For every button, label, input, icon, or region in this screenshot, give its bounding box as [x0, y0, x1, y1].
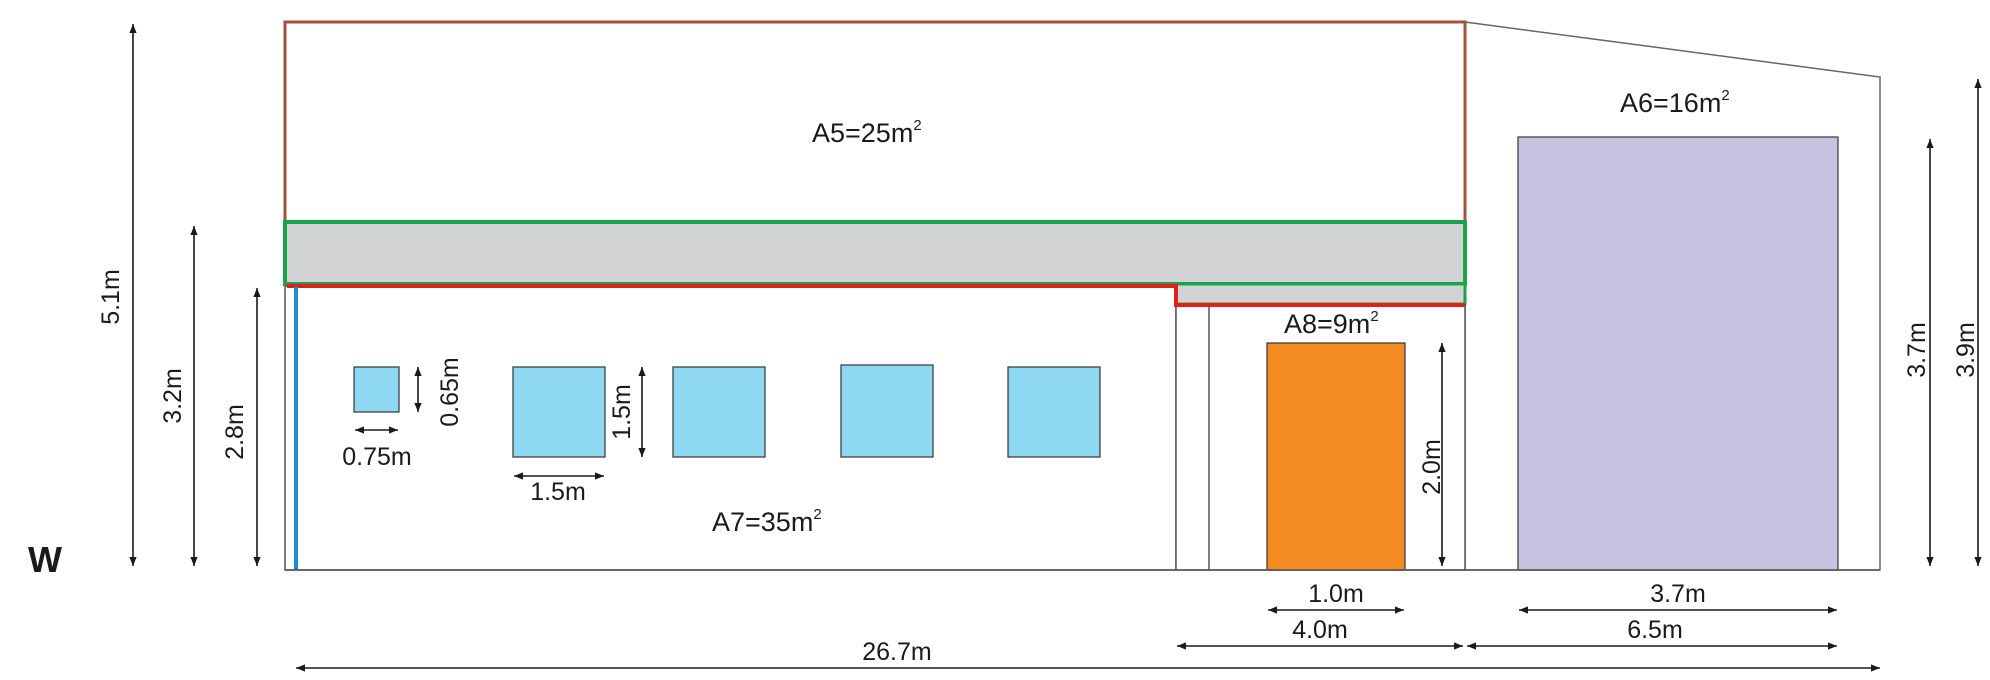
area-unit-a6: 2	[1721, 87, 1729, 104]
area-label-a7: A7=35m2	[712, 506, 822, 537]
area-label-a6: A6=16m2	[1620, 87, 1730, 118]
window-4	[1007, 366, 1101, 458]
dim-label-total: 26.7m	[862, 638, 931, 666]
dim-label-3-7: 3.7m	[1903, 322, 1931, 378]
dim-label-seg-right: 6.5m	[1627, 616, 1683, 644]
garage-door-a6	[1517, 136, 1839, 571]
window-2	[672, 366, 766, 458]
door-a8	[1266, 342, 1406, 571]
area-unit-a8: 2	[1370, 308, 1378, 325]
window-small	[353, 366, 400, 413]
area-unit-a5: 2	[913, 117, 921, 134]
window-3	[840, 364, 934, 458]
area-label-a8: A8=9m2	[1284, 308, 1379, 339]
area-unit-a7: 2	[813, 506, 821, 523]
dim-label-door-w: 1.0m	[1308, 580, 1364, 608]
grey-band-lower-step	[1174, 282, 1467, 306]
upper-wall-a5	[283, 20, 1467, 224]
eave-red-line	[287, 284, 1465, 307]
dim-label-win-large-h: 1.5m	[608, 384, 636, 440]
side-label-w: W	[28, 539, 62, 580]
dim-label-win-large-w: 1.5m	[530, 478, 586, 506]
dim-label-door-h: 2.0m	[1418, 439, 1446, 495]
dim-label-5-1: 5.1m	[97, 269, 125, 325]
dim-label-seg-mid: 4.0m	[1292, 616, 1348, 644]
dim-label-2-8: 2.8m	[221, 404, 249, 460]
area-label-a5: A5=25m2	[812, 117, 922, 148]
dim-label-3-2: 3.2m	[159, 368, 187, 424]
grey-band	[283, 220, 1467, 286]
window-1	[512, 366, 606, 458]
dim-label-3-9: 3.9m	[1952, 322, 1980, 378]
dim-label-garage-w: 3.7m	[1650, 580, 1706, 608]
dim-label-win-small-w: 0.75m	[342, 443, 411, 471]
dim-label-win-small-h: 0.65m	[436, 357, 464, 426]
